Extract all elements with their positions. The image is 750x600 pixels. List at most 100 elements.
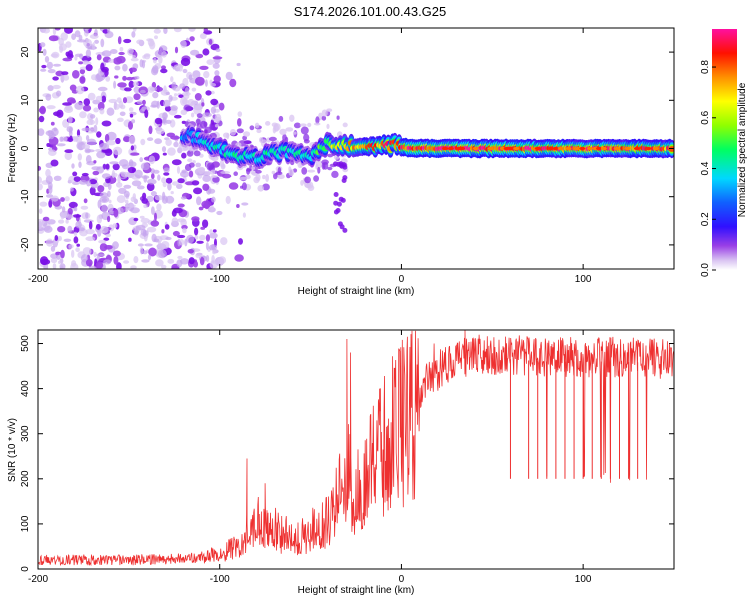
spectrogram-halo-blob <box>315 116 320 125</box>
spectrogram-noise-blob <box>119 111 126 117</box>
spectrogram-noise-blob <box>148 155 156 165</box>
spectrogram-noise-blob <box>123 136 131 143</box>
spectrogram-noise-blob <box>85 236 96 242</box>
spectrogram-noise-blob <box>187 249 194 254</box>
spectrogram-noise-blob <box>177 203 185 208</box>
snr-x-axis-label: Height of straight line (km) <box>298 585 415 596</box>
spectrogram-noise-blob <box>140 162 150 171</box>
spectrogram-noise-blob <box>194 93 202 101</box>
spectrogram-noise-blob <box>202 48 210 56</box>
spectrogram-ridge-peak <box>513 146 520 151</box>
spectrogram-noise-blob <box>114 75 119 79</box>
spectrogram-noise-blob <box>103 237 110 241</box>
spectrogram-noise-blob <box>172 207 183 214</box>
spectrogram-noise-blob <box>96 151 106 159</box>
spectrogram-noise-blob <box>161 229 165 234</box>
spectrogram-halo-blob <box>197 166 206 175</box>
spectrogram-halo-blob <box>278 115 284 122</box>
spectrogram-halo-blob <box>262 174 266 180</box>
spectrogram-halo-blob <box>190 112 195 118</box>
spectrogram-noise-blob <box>59 136 64 142</box>
spectrogram-noise-blob <box>47 130 53 135</box>
spectrogram-halo-blob <box>255 169 262 174</box>
spectrogram-noise-blob <box>238 238 243 245</box>
spectrogram-halo-blob <box>288 168 295 176</box>
spectrogram-halo-blob <box>204 126 213 134</box>
spectrogram-noise-blob <box>158 55 163 64</box>
spectrogram-noise-blob <box>54 28 61 31</box>
spectrogram-ridge-peak <box>613 146 620 151</box>
spectrogram-noise-blob <box>71 249 75 258</box>
spectrogram-noise-blob <box>135 224 146 231</box>
spectrogram-noise-blob <box>160 68 168 74</box>
spectrogram-noise-blob <box>85 228 95 235</box>
spectrogram-noise-blob <box>188 170 194 178</box>
spectrogram-noise-blob <box>101 149 112 154</box>
spectrogram-noise-blob <box>113 80 117 89</box>
spectrogram-noise-blob <box>122 97 128 104</box>
spectrogram-noise-blob <box>42 48 47 56</box>
spectrogram-noise-blob <box>116 195 126 204</box>
spectrogram-noise-blob <box>69 187 74 192</box>
spectrogram-noise-blob <box>89 186 96 196</box>
spectrogram-noise-blob <box>177 218 187 223</box>
spectrogram-halo-blob <box>307 169 316 173</box>
spectrogram-noise-blob <box>79 111 87 119</box>
spectrogram-noise-blob <box>120 171 130 178</box>
spectrogram-noise-blob <box>64 151 73 161</box>
spectrogram-noise-blob <box>57 235 62 242</box>
spectrogram-noise-blob <box>132 28 137 32</box>
spectrogram-noise-blob <box>172 230 180 237</box>
spectrogram-noise-blob <box>131 180 142 187</box>
spectrogram-halo-blob <box>321 115 327 121</box>
spectrogram-noise-blob <box>81 144 91 150</box>
spectrogram-noise-blob <box>163 28 168 34</box>
spectrogram-noise-blob <box>241 202 249 206</box>
snr-panel: -200 -100 0 100 0 100 200 300 400 500 Height of … <box>7 329 675 596</box>
colorbar-ticks: 0.0 0.2 0.4 0.6 0.8 <box>700 60 716 277</box>
spectrogram-noise-blob <box>194 227 199 236</box>
snr-x-tick-label: -200 <box>28 574 48 585</box>
spectrogram-noise-blob <box>154 138 163 145</box>
spectrogram-ridge-peak <box>645 146 652 151</box>
spectrogram-noise-blob <box>106 140 116 146</box>
spectrogram-noise-blob <box>50 257 58 264</box>
spectrogram-noise-blob <box>74 55 78 61</box>
spectrogram-noise-blob <box>191 216 200 222</box>
spectrogram-noise-blob <box>45 169 51 178</box>
spectrogram-ridge-peak <box>557 146 564 151</box>
spectrogram-noise-blob <box>203 71 210 79</box>
spectrogram-x-ticks: -200 -100 0 100 <box>28 28 592 285</box>
spectrogram-noise-blob <box>100 38 105 48</box>
spectrogram-noise-blob <box>193 105 203 115</box>
spectrogram-noise-blob <box>65 219 69 224</box>
spectrogram-noise-blob <box>162 191 166 201</box>
spectrogram-noise-blob <box>51 51 60 59</box>
spectrogram-noise-blob <box>96 255 100 261</box>
spectrogram-halo-blob <box>289 114 295 123</box>
spectrogram-noise-blob <box>52 84 61 90</box>
spectrogram-halo-blob <box>299 123 307 127</box>
spectrogram-noise-blob <box>75 221 82 229</box>
spectrogram-halo-blob <box>239 176 248 181</box>
spectrogram-noise-blob <box>236 62 241 67</box>
spectrogram-noise-blob <box>97 230 105 234</box>
spectrogram-noise-blob <box>217 256 227 265</box>
spectrogram-halo-blob <box>210 175 218 178</box>
spectrogram-noise-blob <box>123 190 130 198</box>
spectrogram-noise-blob <box>174 46 179 54</box>
spectrogram-noise-blob <box>99 243 108 252</box>
spectrogram-noise-blob <box>210 260 216 264</box>
spectrogram-x-tick-label: -100 <box>210 274 230 285</box>
spectrogram-noise-blob <box>84 148 91 154</box>
spectrogram-noise-blob <box>163 167 170 173</box>
spectrogram-noise-blob <box>133 217 139 222</box>
spectrogram-noise-blob <box>93 160 97 164</box>
spectrogram-noise-blob <box>99 192 109 198</box>
colorbar-label: Normalized spectral amplitude <box>737 82 748 217</box>
spectrogram-noise-blob <box>48 185 53 195</box>
spectrogram-noise-blob <box>171 217 178 225</box>
spectrogram-noise-blob <box>147 38 155 47</box>
spectrogram-noise-blob <box>165 119 172 124</box>
spectrogram-halo-blob <box>219 159 225 168</box>
